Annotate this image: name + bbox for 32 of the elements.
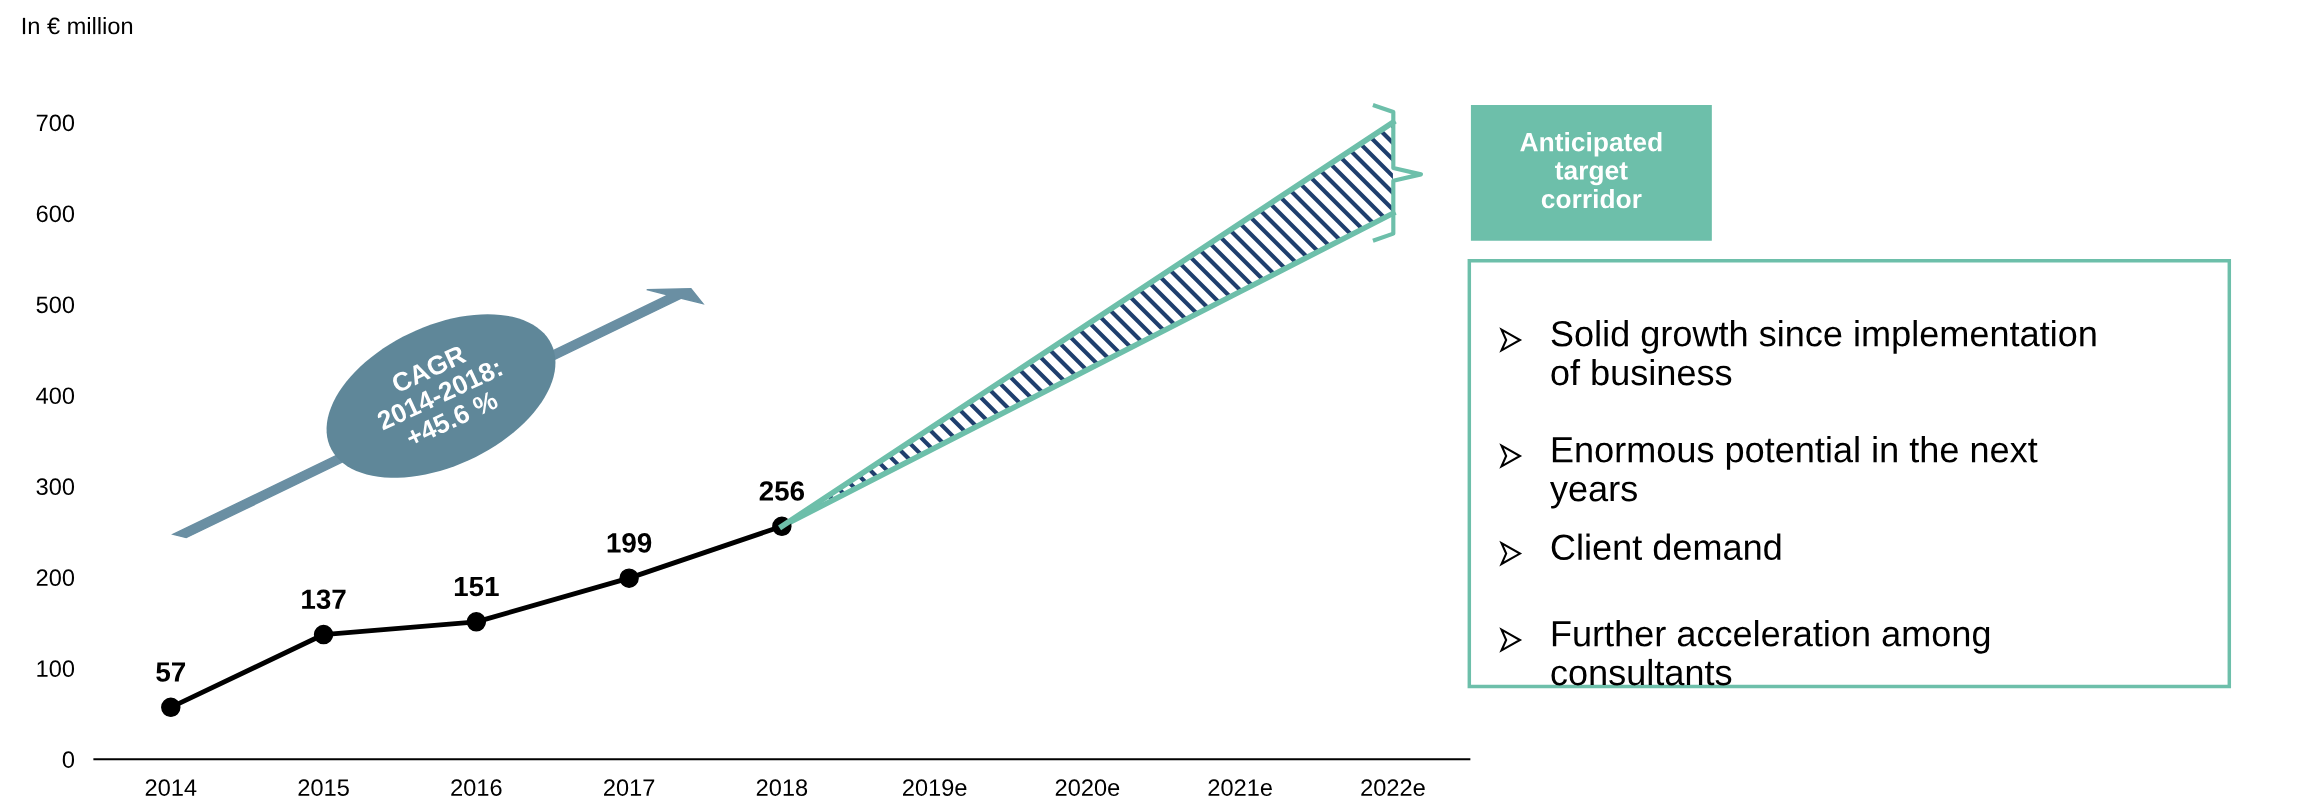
x-tick-label: 2015 xyxy=(298,779,349,796)
y-tick-label: 200 xyxy=(36,569,75,587)
x-tick-label: 2017 xyxy=(604,779,655,796)
data-label: 151 xyxy=(454,576,499,597)
y-axis-title: In € million xyxy=(22,17,133,35)
point xyxy=(161,697,181,718)
y-tick-label: 100 xyxy=(37,660,75,678)
x-tick-label: 2016 xyxy=(451,779,502,796)
text: Enormous potential in the next years xyxy=(1550,436,2038,509)
x-tick-label: 2014 xyxy=(145,779,197,796)
x-tick-label: 2019e xyxy=(903,779,967,796)
x-tick-label: 2021e xyxy=(1208,779,1272,796)
y-tick-label: 400 xyxy=(36,387,75,405)
text: Client demand xyxy=(1551,533,1781,561)
point xyxy=(313,624,334,645)
x-tick-label: 2018 xyxy=(756,779,808,796)
y-tick-label: 0 xyxy=(62,751,75,768)
data-label: 256 xyxy=(759,481,805,501)
x-tick-label: 2020e xyxy=(1055,779,1120,796)
y-tick-label: 500 xyxy=(36,296,75,314)
data-label: 199 xyxy=(607,532,652,553)
x-tick-label: 2022e xyxy=(1361,779,1425,796)
text: Anticipated target corridor xyxy=(1520,132,1662,209)
text: Solid growth since implementation of business xyxy=(1551,320,2096,386)
data-label: 137 xyxy=(302,589,346,610)
point xyxy=(466,612,487,632)
point xyxy=(619,568,639,588)
data-label: 57 xyxy=(156,662,186,682)
text: Further acceleration among consultants xyxy=(1551,620,1990,686)
y-tick-label: 300 xyxy=(36,478,75,496)
y-tick-label: 600 xyxy=(36,205,75,223)
y-tick-label: 700 xyxy=(36,114,75,132)
